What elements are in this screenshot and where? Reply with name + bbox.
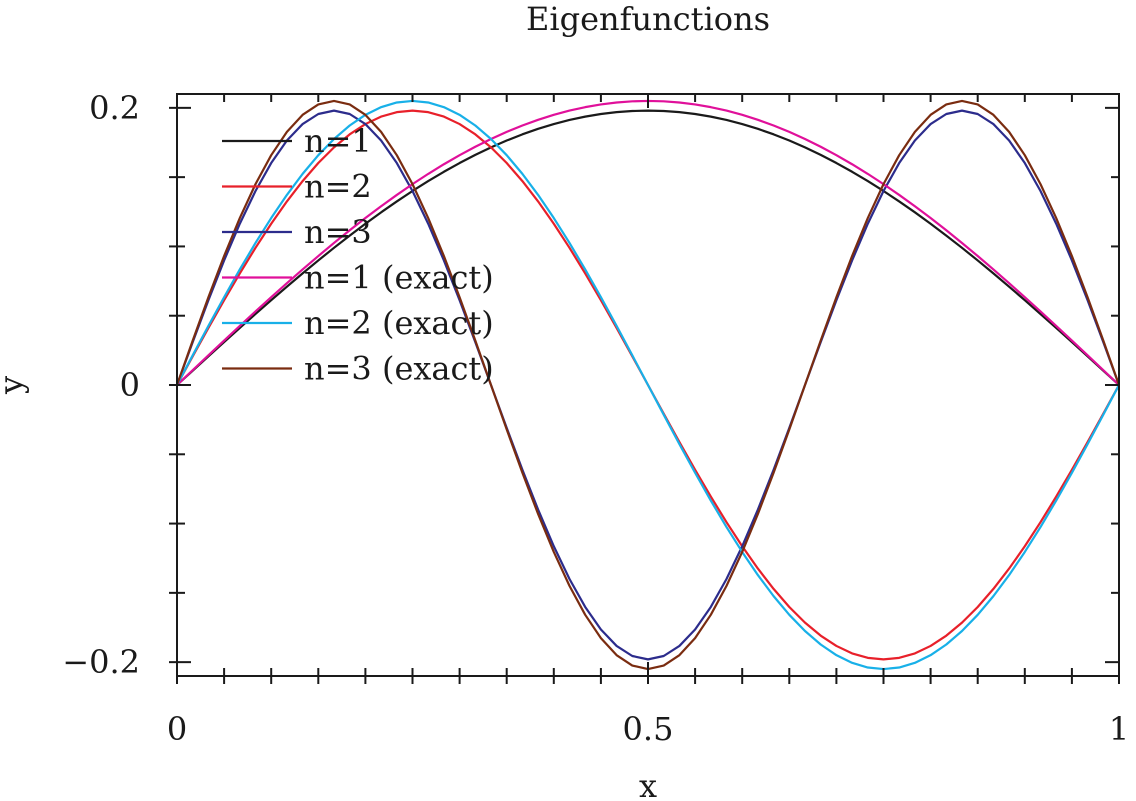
legend-label: n=3 (exact) xyxy=(304,350,494,388)
series-line-3 xyxy=(175,109,1121,661)
x-tick-label: 1 xyxy=(1109,710,1129,748)
y-tick-label: 0 xyxy=(120,366,140,404)
y-axis-label: y xyxy=(0,376,30,395)
legend-label: n=1 xyxy=(304,122,372,160)
legend-label: n=2 xyxy=(304,168,372,206)
series-line-1 xyxy=(176,109,1120,386)
tick-labels: 0 0.5 1 0.2 0 −0.2 xyxy=(62,89,1129,748)
y-tick-label: −0.2 xyxy=(62,643,140,681)
series-line-5 xyxy=(176,99,1120,671)
axis-ticks xyxy=(169,94,1120,684)
x-axis-label: x xyxy=(639,767,657,801)
legend-label: n=1 (exact) xyxy=(304,259,494,297)
legend: n=1 n=2 n=3 n=1 (exact) n=2 (exact) n=3 (exac… xyxy=(222,122,494,388)
legend-label: n=2 (exact) xyxy=(304,304,494,342)
legend-label: n=3 xyxy=(304,213,372,251)
plot-frame xyxy=(176,93,1120,677)
chart-title: Eigenfunctions xyxy=(526,0,770,38)
y-tick-label: 0.2 xyxy=(89,89,140,127)
x-tick-label: 0.5 xyxy=(623,710,674,748)
x-tick-label: 0 xyxy=(167,710,187,748)
